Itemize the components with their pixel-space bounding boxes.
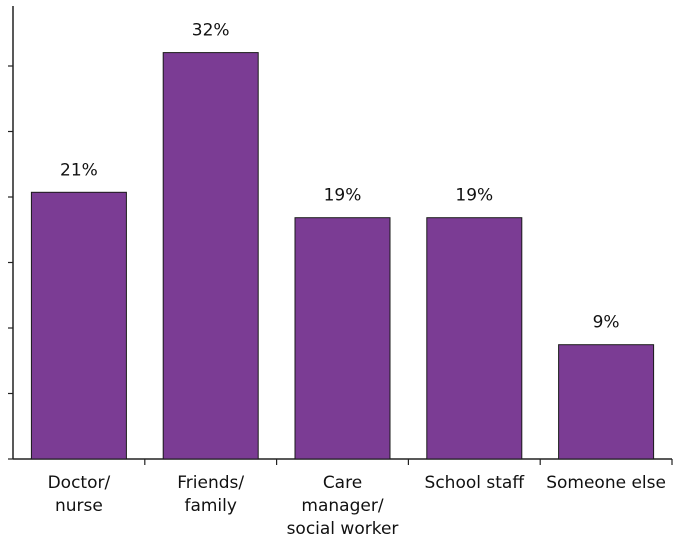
category-label-line: Someone else: [546, 473, 666, 493]
category-labels-group: Doctor/nurse Friends/family Care manager/so…: [48, 473, 666, 539]
category-label: Friends/family: [177, 473, 244, 516]
category-label-line: School staff: [425, 473, 526, 493]
bar-value-label: 21%: [60, 160, 98, 180]
x-axis-ticks: [144, 459, 673, 465]
bar-value-label: 19%: [324, 186, 362, 206]
y-axis-ticks: [8, 65, 13, 460]
category-label: Doctor/nurse: [48, 473, 111, 516]
category-label-line: Doctor/: [48, 473, 111, 493]
bar: [426, 217, 523, 460]
bar-value-label: 19%: [455, 186, 493, 206]
bar: [162, 52, 259, 460]
category-label-line: family: [184, 496, 236, 516]
bar-value-label: 9%: [593, 313, 620, 333]
category-label: School staff: [425, 473, 526, 493]
category-label-line: nurse: [55, 496, 103, 516]
bar-value-label: 32%: [192, 21, 230, 41]
bar: [294, 217, 391, 460]
category-label-line: manager/: [301, 496, 383, 516]
value-labels-group: 21% 32% 19% 19% 9%: [60, 21, 620, 333]
category-label-line: Care: [323, 473, 362, 493]
category-label-line: Friends/: [177, 473, 244, 493]
bar: [30, 191, 127, 460]
category-label: Care manager/social worker: [287, 473, 399, 539]
category-label-line: social worker: [287, 519, 399, 539]
bar: [558, 344, 655, 460]
category-label: Someone else: [546, 473, 666, 493]
bars-group: [30, 52, 655, 460]
